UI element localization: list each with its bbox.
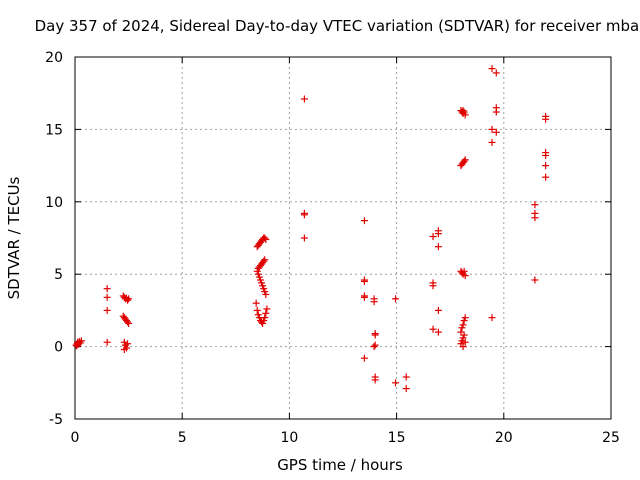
data-point (371, 341, 379, 349)
x-tick-label: 10 (280, 430, 298, 446)
data-point (103, 338, 111, 346)
data-point (360, 293, 368, 301)
data-point (542, 173, 550, 181)
data-point (461, 272, 469, 280)
data-points (72, 65, 550, 393)
data-point (542, 162, 550, 170)
y-tick-label: 5 (54, 267, 63, 283)
data-point (531, 201, 539, 209)
chart-title: Day 357 of 2024, Sidereal Day-to-day VTE… (35, 17, 640, 35)
axis-ticks: 0 5 10 15 20 25 -5 0 5 10 15 20 (45, 50, 620, 446)
data-point (402, 373, 410, 381)
data-point (120, 345, 128, 353)
x-tick-label: 15 (388, 430, 406, 446)
x-tick-label: 20 (495, 430, 513, 446)
data-point (459, 321, 467, 329)
data-point (124, 318, 132, 326)
data-point (300, 95, 308, 103)
data-point (360, 354, 368, 362)
data-point (434, 243, 442, 251)
data-point (434, 230, 442, 238)
data-point (360, 217, 368, 225)
data-point (261, 314, 269, 322)
data-point (488, 138, 496, 146)
data-point (77, 337, 85, 345)
data-point (429, 282, 437, 290)
data-point (252, 299, 260, 307)
data-point (260, 257, 268, 265)
data-point (531, 214, 539, 222)
data-point (263, 305, 271, 313)
data-point (492, 128, 500, 136)
data-point (261, 256, 269, 264)
data-point (461, 156, 469, 164)
data-point (429, 233, 437, 241)
grid (75, 57, 611, 419)
data-point (262, 290, 270, 298)
data-point (461, 111, 469, 119)
data-point (460, 267, 468, 275)
data-point (402, 385, 410, 393)
x-axis-label: GPS time / hours (277, 456, 403, 474)
data-point (262, 309, 270, 317)
y-tick-label: 0 (54, 340, 63, 356)
x-tick-label: 25 (602, 430, 620, 446)
data-point (73, 342, 81, 350)
y-tick-label: 20 (45, 50, 63, 66)
data-point (461, 314, 469, 322)
data-point (542, 115, 550, 123)
data-point (125, 295, 133, 303)
y-tick-label: -5 (49, 412, 63, 428)
data-point (253, 306, 261, 314)
data-point (262, 235, 270, 243)
x-tick-label: 0 (71, 430, 80, 446)
data-point (392, 379, 400, 387)
data-point (370, 298, 378, 306)
data-point (488, 65, 496, 73)
data-point (457, 328, 465, 336)
data-point (370, 343, 378, 351)
data-point (542, 151, 550, 159)
y-axis-label: SDTVAR / TECUs (5, 176, 23, 299)
data-point (103, 293, 111, 301)
data-point (460, 157, 468, 165)
data-point (124, 340, 132, 348)
plot-frame (74, 56, 612, 420)
data-point (371, 331, 379, 339)
y-tick-label: 15 (45, 122, 63, 138)
data-point (492, 69, 500, 77)
data-point (371, 376, 379, 384)
data-point (461, 338, 469, 346)
y-tick-label: 10 (45, 195, 63, 211)
data-point (300, 211, 308, 219)
data-point (300, 234, 308, 242)
data-point (103, 306, 111, 314)
data-point (488, 125, 496, 133)
data-point (261, 234, 269, 242)
data-point (459, 343, 467, 351)
data-point (103, 285, 111, 293)
data-point (492, 108, 500, 116)
data-point (392, 295, 400, 303)
data-point (459, 107, 467, 115)
data-point (531, 276, 539, 284)
data-point (434, 306, 442, 314)
data-point (360, 277, 368, 285)
data-point (488, 314, 496, 322)
data-point (124, 296, 132, 304)
data-point (434, 328, 442, 336)
data-point (429, 325, 437, 333)
data-point (125, 319, 133, 327)
x-tick-label: 5 (178, 430, 187, 446)
